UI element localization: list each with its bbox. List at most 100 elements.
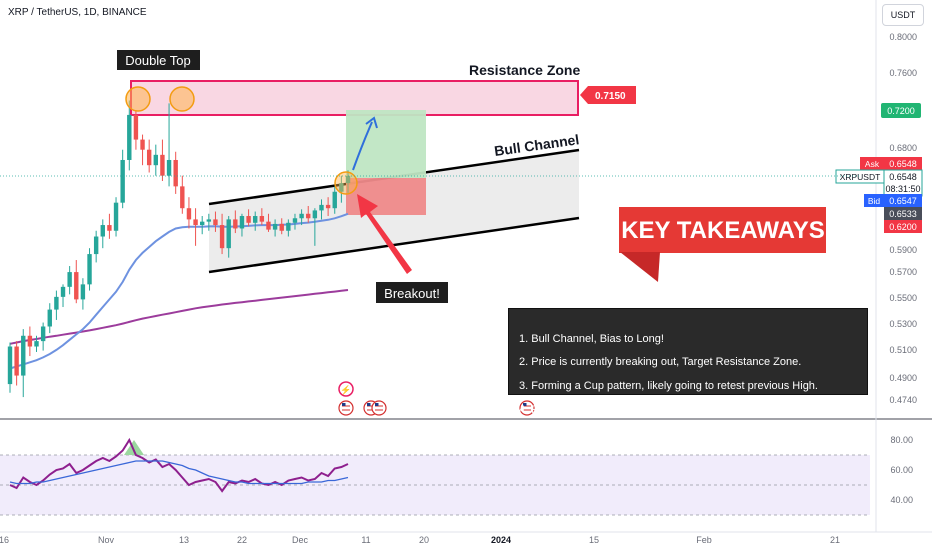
candle-body bbox=[34, 341, 39, 347]
key-takeaways-title: KEY TAKEAWAYS bbox=[621, 217, 825, 244]
breakout-arrow bbox=[357, 194, 412, 274]
candle-body bbox=[120, 159, 125, 203]
ma200-line bbox=[9, 289, 349, 345]
x-tick-label: 11 bbox=[361, 535, 370, 545]
candle-body bbox=[7, 346, 13, 385]
x-tick-label: 2024 bbox=[491, 535, 511, 545]
price-tag-6200 bbox=[884, 220, 922, 233]
currency-button[interactable]: USDT bbox=[882, 4, 924, 26]
flag-canton bbox=[523, 403, 527, 406]
resistance-price-label: 0.7150 bbox=[595, 91, 626, 102]
bid-tag bbox=[864, 194, 884, 207]
candle-body bbox=[286, 222, 291, 231]
y-tick-label: 0.4900 bbox=[889, 373, 917, 383]
candle-body bbox=[213, 219, 218, 226]
double-top-label-bg bbox=[117, 50, 200, 70]
key-takeaways-list: 1. Bull Channel, Bias to Long! 2. Price … bbox=[508, 308, 868, 439]
candle-body bbox=[180, 186, 185, 209]
candle-body bbox=[80, 284, 86, 300]
y-tick-label: 0.5700 bbox=[889, 267, 917, 277]
event-flag-icon[interactable] bbox=[338, 400, 354, 416]
candle-body bbox=[319, 204, 324, 211]
candle-body bbox=[199, 221, 205, 226]
y-tick-label: 0.5500 bbox=[889, 293, 917, 303]
double-top-marker bbox=[125, 86, 151, 112]
candle-body bbox=[153, 154, 159, 166]
y-tick-label: 0.6800 bbox=[889, 143, 917, 153]
double-top-label: Double Top bbox=[125, 53, 191, 68]
double-top-marker bbox=[169, 86, 195, 112]
x-tick-label: 13 bbox=[179, 535, 189, 545]
resistance-price-tag bbox=[580, 86, 636, 104]
candle-body bbox=[219, 225, 225, 249]
candle-body bbox=[133, 114, 139, 140]
bull-channel-lower bbox=[208, 216, 580, 274]
price-label-7200: 0.7200 bbox=[887, 106, 915, 116]
candle-body bbox=[246, 216, 251, 223]
candle-body bbox=[279, 223, 284, 231]
x-tick-label: 21 bbox=[830, 535, 840, 545]
y-tick-label: 0.7600 bbox=[889, 68, 917, 78]
event-flag-icon[interactable] bbox=[371, 400, 387, 416]
symbol-title: XRP / TetherUS, 1D, BINANCE bbox=[8, 7, 147, 18]
takeaway-line: 5. Target 1:2 Risk/Reward, Stop Loss bel… bbox=[519, 427, 775, 440]
candle-body bbox=[87, 254, 92, 285]
candle-body bbox=[272, 223, 278, 230]
candle-body bbox=[259, 216, 265, 222]
rsi-tick-label: 80.00 bbox=[890, 435, 913, 445]
candle-body bbox=[140, 139, 145, 150]
bid-value-tag bbox=[884, 194, 922, 207]
price-label-6200: 0.6200 bbox=[889, 222, 917, 232]
candle-body bbox=[67, 272, 72, 287]
flag-canton bbox=[342, 403, 346, 406]
rsi-tick-label: 40.00 bbox=[890, 495, 913, 505]
rsi-overbought-fill bbox=[124, 440, 144, 455]
target-zone bbox=[346, 110, 426, 178]
flag-canton bbox=[367, 403, 371, 406]
lightning-icon: ⚡ bbox=[340, 384, 351, 396]
candle-body bbox=[146, 149, 152, 166]
x-tick-label: 20 bbox=[419, 535, 429, 545]
rsi-tick-label: 60.00 bbox=[890, 465, 913, 475]
ask-value: 0.6548 bbox=[889, 159, 917, 169]
candle-body bbox=[93, 236, 99, 255]
flag-canton bbox=[375, 403, 379, 406]
ask-label: Ask bbox=[865, 159, 880, 169]
key-takeaways-tail bbox=[620, 252, 660, 282]
candle-body bbox=[186, 208, 192, 220]
breakout-label: Breakout! bbox=[384, 286, 440, 301]
x-tick-label: Feb bbox=[696, 535, 712, 545]
y-tick-label: 0.8000 bbox=[889, 32, 917, 42]
candle-body bbox=[306, 213, 311, 219]
y-tick-label: 0.5900 bbox=[889, 245, 917, 255]
candle-body bbox=[206, 219, 212, 222]
candle-body bbox=[113, 202, 119, 231]
projection-arrowhead bbox=[365, 116, 378, 129]
bid-value: 0.6547 bbox=[889, 196, 917, 206]
candle-body bbox=[339, 183, 344, 192]
candle-body bbox=[47, 309, 52, 327]
price-tag-7200 bbox=[881, 103, 921, 118]
symbol-label: XRPUSDT bbox=[840, 172, 881, 182]
candle-body bbox=[312, 210, 318, 219]
candle-body bbox=[325, 204, 331, 209]
y-tick-label: 0.5100 bbox=[889, 345, 917, 355]
ask-tag bbox=[860, 157, 884, 170]
takeaway-line: 4. RSI at 65.00 and above Moving Average… bbox=[519, 403, 799, 416]
takeaway-line: 1. Bull Channel, Bias to Long! bbox=[519, 332, 664, 345]
candle-body bbox=[60, 286, 66, 297]
x-tick-label: 15 bbox=[589, 535, 599, 545]
rsi-line bbox=[9, 437, 349, 493]
breakout-label-bg bbox=[376, 282, 448, 303]
candle-body bbox=[266, 221, 271, 230]
candle-body bbox=[127, 114, 132, 160]
rsi-ma-line bbox=[9, 460, 349, 485]
event-lightning-icon[interactable] bbox=[338, 381, 354, 397]
candle-body bbox=[100, 225, 105, 237]
y-tick-label: 0.4740 bbox=[889, 395, 917, 405]
resistance-zone bbox=[130, 80, 579, 116]
candle-body bbox=[253, 216, 258, 223]
x-tick-label: 16 bbox=[0, 535, 9, 545]
